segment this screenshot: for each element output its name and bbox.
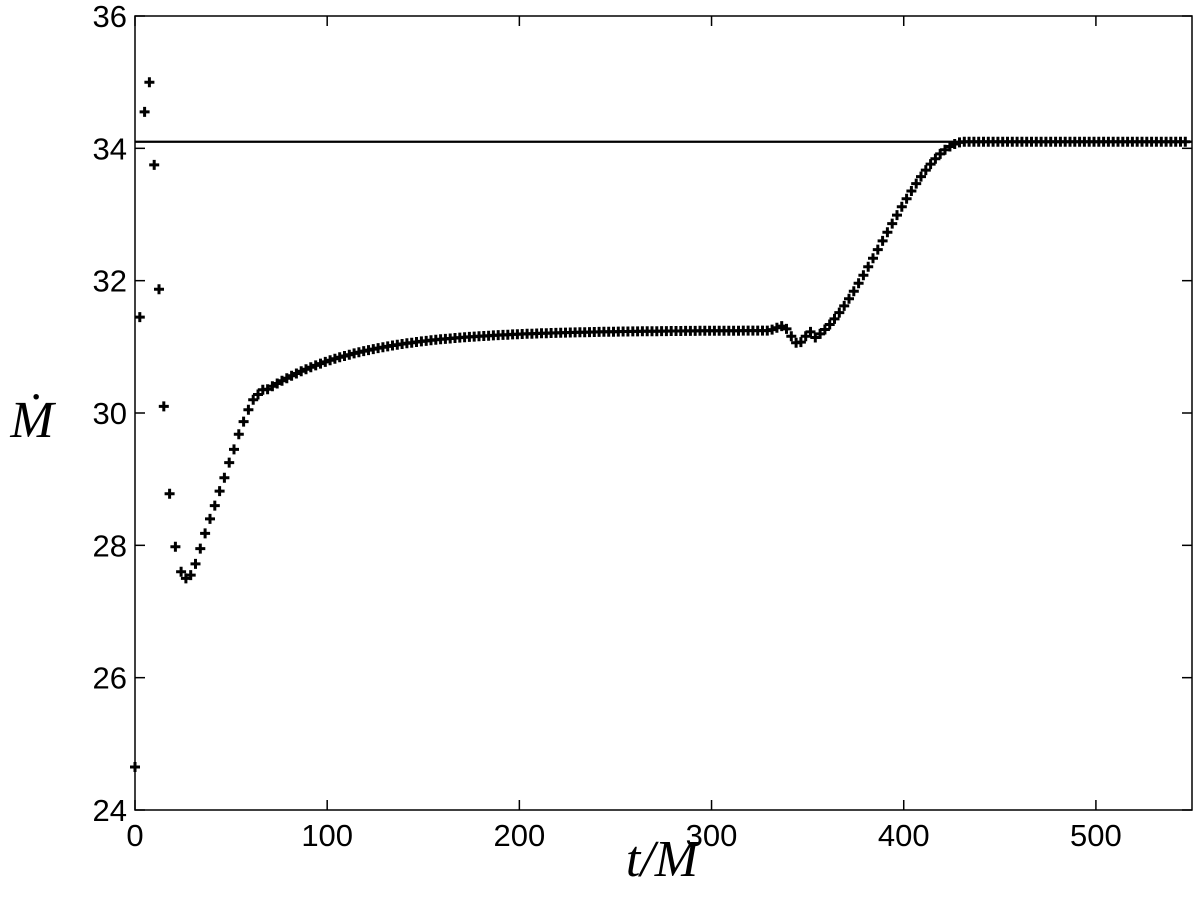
data-point — [858, 270, 869, 281]
data-point — [139, 106, 150, 117]
data-point — [205, 513, 215, 524]
data-point — [887, 218, 898, 229]
data-point — [853, 278, 864, 289]
data-point — [176, 566, 187, 577]
data-point — [209, 500, 220, 511]
data-point — [190, 558, 201, 569]
data-point — [149, 159, 160, 170]
x-tick-label: 400 — [878, 818, 930, 853]
data-point — [896, 201, 907, 212]
data-point — [248, 394, 259, 405]
plot-axes — [134, 15, 1193, 811]
data-point — [863, 261, 874, 272]
data-point — [824, 319, 835, 330]
data-point — [848, 286, 859, 297]
x-axis-label: t/M — [626, 831, 701, 888]
axis-ticks: 0 100 200 300 400 500 24 26 28 30 32 34 36 — [93, 0, 1192, 853]
data-point — [901, 193, 912, 204]
data-point — [214, 486, 225, 497]
y-tick-label: 24 — [93, 793, 127, 828]
data-points — [130, 77, 1191, 772]
y-tick-label: 32 — [93, 264, 127, 299]
data-point — [233, 429, 244, 440]
x-tick-label: 300 — [686, 818, 738, 853]
x-tick-label: 500 — [1070, 818, 1122, 853]
data-point — [219, 472, 230, 483]
data-point — [916, 171, 926, 182]
data-point — [882, 227, 893, 238]
data-point — [229, 444, 239, 455]
data-point — [1180, 136, 1191, 147]
data-point — [834, 307, 845, 318]
data-point — [243, 404, 254, 415]
data-point — [200, 528, 211, 539]
data-point — [164, 488, 175, 499]
data-point — [170, 541, 181, 552]
data-point — [839, 300, 850, 311]
data-point — [195, 543, 206, 554]
x-tick-label: 200 — [493, 818, 545, 853]
data-point — [920, 165, 931, 176]
data-point — [154, 284, 164, 295]
data-point — [829, 313, 840, 324]
data-point — [925, 159, 936, 170]
y-tick-label: 30 — [93, 396, 127, 431]
data-point — [158, 401, 169, 412]
data-point — [868, 253, 878, 264]
y-tick-label: 36 — [93, 0, 127, 34]
y-tick-label: 34 — [93, 131, 127, 166]
y-axis-label: Ṁ — [9, 392, 56, 449]
data-point — [911, 178, 922, 189]
data-point — [134, 312, 145, 323]
data-point — [844, 293, 854, 304]
data-point — [877, 235, 888, 246]
x-tick-label: 100 — [301, 818, 353, 853]
data-point — [872, 244, 883, 255]
data-point — [130, 762, 140, 772]
data-point — [805, 326, 816, 337]
data-point — [906, 186, 917, 196]
data-point — [781, 323, 792, 334]
y-tick-label: 26 — [93, 661, 127, 696]
y-tick-label: 28 — [93, 528, 127, 563]
plot-frame — [134, 15, 1193, 811]
data-point — [224, 457, 235, 468]
x-tick-label: 0 — [126, 818, 143, 853]
data-point — [795, 337, 806, 348]
data-point — [185, 570, 196, 581]
data-point — [144, 77, 155, 88]
data-point — [892, 210, 902, 221]
data-point — [786, 331, 797, 342]
data-point — [305, 362, 316, 373]
data-point — [238, 416, 249, 427]
